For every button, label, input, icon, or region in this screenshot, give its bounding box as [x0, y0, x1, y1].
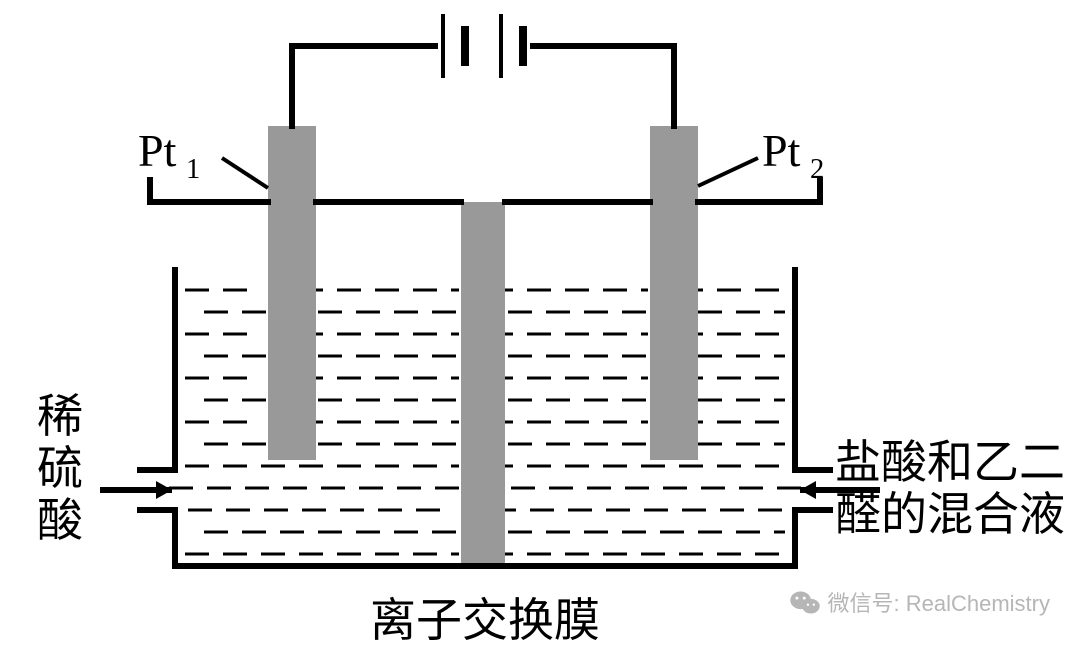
svg-text:1: 1 [186, 154, 200, 185]
lid [150, 180, 820, 202]
electrode-pt1 [268, 126, 316, 460]
membrane [461, 202, 505, 566]
watermark: 微信号: RealChemistry [790, 586, 1050, 618]
battery-circuit [292, 16, 674, 126]
label-pt1: Pt [138, 125, 177, 176]
electrolysis-diagram: Pt 1 Pt 2 稀硫酸 盐酸和乙二醛的混合液离子交换膜 [0, 0, 1080, 656]
electrodes [268, 126, 698, 566]
label-left-inlet: 硫 [37, 443, 83, 494]
wechat-icon [790, 590, 820, 615]
label-right-inlet: 盐酸和乙二 [835, 437, 1065, 488]
label-pt2: Pt [762, 125, 801, 176]
label-right-inlet: 醛的混合液 [835, 489, 1065, 540]
watermark-text: 微信号: RealChemistry [828, 586, 1050, 618]
electrode-pt2 [650, 126, 698, 460]
label-left-inlet: 稀 [37, 391, 83, 442]
svg-text:2: 2 [810, 154, 824, 185]
label-membrane: 离子交换膜 [370, 595, 600, 646]
label-left-inlet: 酸 [37, 495, 83, 546]
